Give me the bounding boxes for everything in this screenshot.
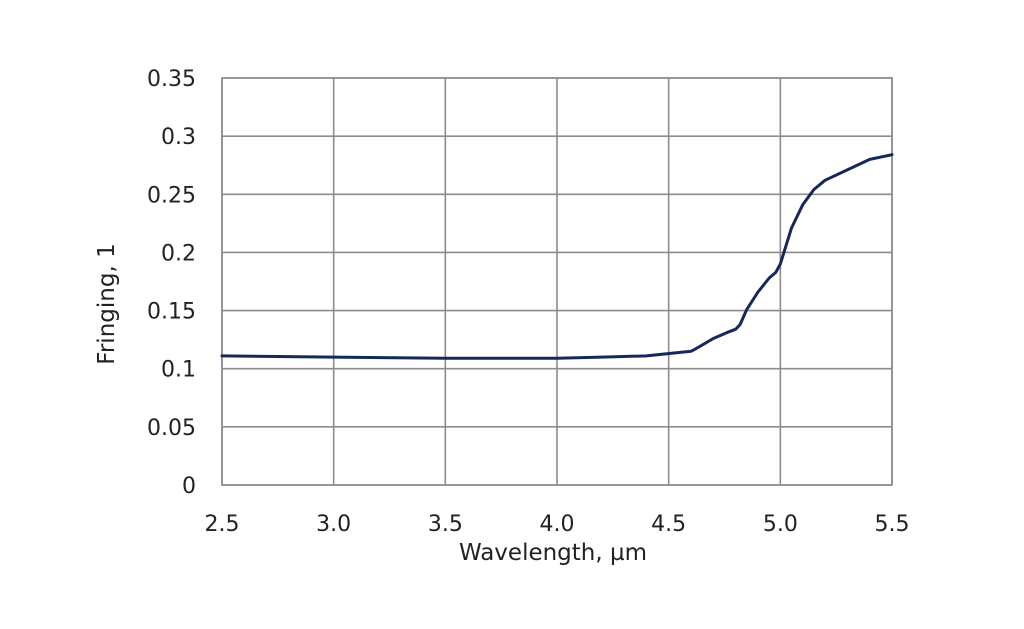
- y-tick-label: 0: [182, 474, 196, 499]
- x-tick-label: 3.0: [316, 512, 351, 537]
- y-tick-label: 0.1: [161, 358, 196, 383]
- x-tick-label: 2.5: [205, 512, 240, 537]
- y-axis-ticks: 0 0.05 0.1 0.15 0.2 0.25 0.3 0.35: [147, 67, 196, 499]
- y-tick-label: 0.2: [161, 241, 196, 266]
- grid: [221, 77, 893, 486]
- series-layer: [220, 153, 894, 360]
- x-tick-label: 4.5: [651, 512, 686, 537]
- y-tick-label: 0.15: [147, 300, 196, 325]
- x-tick-label: 5.5: [875, 512, 910, 537]
- plot-frame: [221, 77, 893, 486]
- y-tick-label: 0.25: [147, 183, 196, 208]
- x-axis-title: Wavelength, µm: [459, 540, 647, 566]
- x-tick-label: 3.5: [428, 512, 463, 537]
- y-tick-label: 0.05: [147, 416, 196, 441]
- y-tick-label: 0.3: [161, 125, 196, 150]
- x-tick-label: 5.0: [763, 512, 798, 537]
- series-line: [220, 153, 894, 360]
- y-tick-label: 0.35: [147, 67, 196, 92]
- x-axis-ticks: 2.5 3.0 3.5 4.0 4.5 5.0 5.5: [205, 512, 910, 537]
- x-tick-label: 4.0: [540, 512, 575, 537]
- y-axis-title: Fringing, 1: [94, 243, 120, 364]
